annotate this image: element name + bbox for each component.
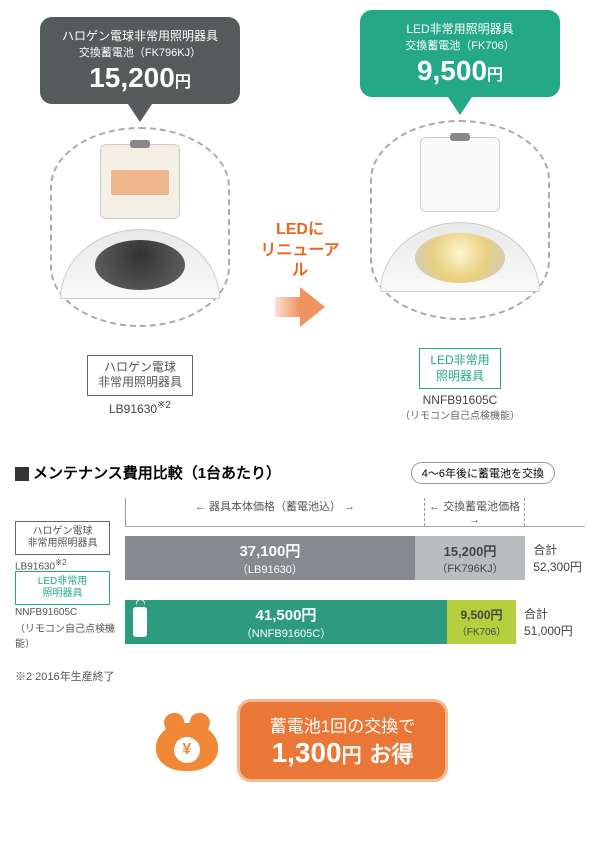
halogen-price-bubble: ハロゲン電球非常用照明器具 交換蓄電池（FK796KJ） 15,200円: [40, 17, 240, 104]
axis-fixture-price: ← 器具本体価格（蓄電池込） →: [125, 498, 424, 526]
led-model: NNFB91605C: [340, 393, 580, 407]
axis-battery-price: ← 交換蓄電池価格 →: [424, 498, 525, 526]
halogen-battery-segment: 15,200円 （FK796KJ）: [415, 536, 525, 580]
row-label-halogen: ハロゲン電球 非常用照明器具 LB91630※2: [15, 520, 125, 572]
product-comparison: ハロゲン電球非常用照明器具 交換蓄電池（FK796KJ） 15,200円 ハロゲ…: [0, 0, 600, 432]
halogen-total: 合計 52,300円: [533, 541, 582, 575]
renewal-text: LEDに リニューアル: [260, 220, 340, 282]
halogen-diagram: [20, 127, 260, 347]
led-label: LED非常用 照明器具 NNFB91605C （リモコン自己点検機能）: [340, 348, 580, 422]
chart-title: メンテナンス費用比較（1台あたり）: [15, 462, 281, 483]
savings-line2: 1,300円 お得: [270, 737, 415, 769]
exchange-note: 4〜6年後に蓄電池を交換: [411, 462, 555, 484]
halogen-fixture-segment: 37,100円 （LB91630）: [125, 536, 415, 580]
led-bar-label: LED非常用 照明器具: [15, 571, 110, 605]
square-bullet-icon: [15, 467, 29, 481]
led-price-bubble: LED非常用照明器具 交換蓄電池（FK706） 9,500円: [360, 10, 560, 97]
savings-row: ¥ 蓄電池1回の交換で 1,300円 お得: [15, 699, 585, 782]
halogen-price: 15,200円: [55, 62, 225, 94]
led-fixture-icon: [380, 222, 540, 292]
chart-row-labels: ハロゲン電球 非常用照明器具 LB91630※2 LED非常用 照明器具 NNF…: [15, 498, 125, 660]
savings-line1: 蓄電池1回の交換で: [270, 712, 415, 737]
led-total: 合計 51,000円: [524, 605, 573, 639]
halogen-fixture-icon: [60, 229, 220, 299]
bar-row-halogen: 37,100円 （LB91630） 15,200円 （FK796KJ） 合計 5…: [125, 532, 585, 584]
cost-chart-section: メンテナンス費用比較（1台あたり） 4〜6年後に蓄電池を交換 ハロゲン電球 非常…: [0, 452, 600, 792]
halogen-label-box: ハロゲン電球 非常用照明器具: [87, 355, 193, 396]
arrow-down-icon: [128, 104, 152, 122]
led-diagram: [340, 120, 580, 340]
bar-track: 37,100円 （LB91630） 15,200円 （FK796KJ） 合計 5…: [125, 532, 585, 584]
axis-labels: ← 器具本体価格（蓄電池込） → ← 交換蓄電池価格 →: [125, 498, 585, 527]
halogen-bubble-title: ハロゲン電球非常用照明器具: [55, 27, 225, 44]
big-arrow-icon: [275, 287, 325, 327]
chart-bars: ← 器具本体価格（蓄電池込） → ← 交換蓄電池価格 → 37,100円 （LB…: [125, 498, 585, 660]
halogen-model: LB91630※2: [20, 400, 260, 416]
led-model-note: （リモコン自己点検機能）: [340, 407, 580, 422]
halogen-bar-sublabel: LB91630※2: [15, 557, 110, 572]
led-bubble-sub: 交換蓄電池（FK706）: [375, 37, 545, 53]
dashed-outline: [50, 127, 230, 327]
battery-icon: [100, 144, 180, 219]
savings-bubble: 蓄電池1回の交換で 1,300円 お得: [237, 699, 448, 782]
halogen-bubble-sub: 交換蓄電池（FK796KJ）: [55, 44, 225, 60]
bar-row-led: 41,500円 （NNFB91605C） 9,500円 （FK706） 合計 5…: [125, 596, 585, 648]
halogen-column: ハロゲン電球非常用照明器具 交換蓄電池（FK796KJ） 15,200円 ハロゲ…: [20, 17, 260, 416]
led-label-box: LED非常用 照明器具: [419, 348, 500, 389]
chart-header: メンテナンス費用比較（1台あたり） 4〜6年後に蓄電池を交換: [15, 462, 585, 483]
led-price: 9,500円: [375, 55, 545, 87]
arrow-down-icon: [448, 97, 472, 115]
led-column: LED非常用照明器具 交換蓄電池（FK706） 9,500円 LED非常用 照明…: [340, 10, 580, 422]
led-bar-sublabel: NNFB91605C: [15, 607, 125, 618]
halogen-label: ハロゲン電球 非常用照明器具 LB91630※2: [20, 355, 260, 416]
led-bar-subnote: （リモコン自己点検機能）: [15, 620, 125, 650]
dashed-outline: [370, 120, 550, 320]
chart-footnote: ※2 2016年生産終了: [15, 668, 585, 684]
bar-track: 41,500円 （NNFB91605C） 9,500円 （FK706） 合計 5…: [125, 596, 585, 648]
led-fixture-segment: 41,500円 （NNFB91605C）: [125, 600, 447, 644]
led-bubble-title: LED非常用照明器具: [375, 20, 545, 37]
remote-icon: [133, 607, 147, 637]
row-label-led: LED非常用 照明器具 NNFB91605C （リモコン自己点検機能）: [15, 584, 125, 636]
chart-container: ハロゲン電球 非常用照明器具 LB91630※2 LED非常用 照明器具 NNF…: [15, 498, 585, 660]
battery-icon: [420, 137, 500, 212]
purse-icon: ¥: [152, 711, 222, 771]
renewal-arrow: LEDに リニューアル: [260, 220, 340, 332]
led-battery-segment: 9,500円 （FK706）: [447, 600, 516, 644]
halogen-bar-label: ハロゲン電球 非常用照明器具: [15, 521, 110, 555]
